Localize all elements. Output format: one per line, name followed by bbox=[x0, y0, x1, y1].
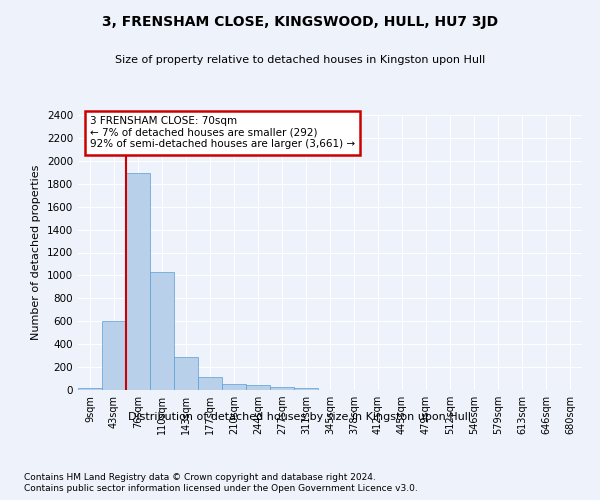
Bar bbox=[294, 388, 318, 390]
Text: 3 FRENSHAM CLOSE: 70sqm
← 7% of detached houses are smaller (292)
92% of semi-de: 3 FRENSHAM CLOSE: 70sqm ← 7% of detached… bbox=[90, 116, 355, 150]
Bar bbox=[126, 174, 150, 390]
Text: Distribution of detached houses by size in Kingston upon Hull: Distribution of detached houses by size … bbox=[128, 412, 472, 422]
Bar bbox=[270, 386, 294, 390]
Bar bbox=[78, 388, 102, 390]
Bar bbox=[198, 377, 222, 390]
Bar bbox=[222, 384, 246, 390]
Text: Contains public sector information licensed under the Open Government Licence v3: Contains public sector information licen… bbox=[24, 484, 418, 493]
Y-axis label: Number of detached properties: Number of detached properties bbox=[31, 165, 41, 340]
Text: Size of property relative to detached houses in Kingston upon Hull: Size of property relative to detached ho… bbox=[115, 55, 485, 65]
Bar bbox=[174, 357, 198, 390]
Text: 3, FRENSHAM CLOSE, KINGSWOOD, HULL, HU7 3JD: 3, FRENSHAM CLOSE, KINGSWOOD, HULL, HU7 … bbox=[102, 15, 498, 29]
Bar bbox=[102, 322, 126, 390]
Text: Contains HM Land Registry data © Crown copyright and database right 2024.: Contains HM Land Registry data © Crown c… bbox=[24, 472, 376, 482]
Bar bbox=[150, 272, 174, 390]
Bar bbox=[246, 386, 270, 390]
